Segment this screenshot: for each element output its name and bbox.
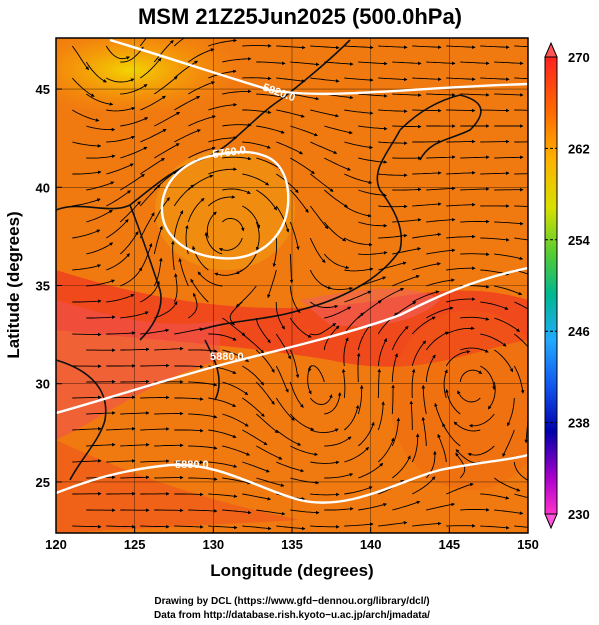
colorbar-tick-label: 246 (568, 324, 590, 339)
x-tick-label: 130 (202, 537, 224, 552)
colorbar-tick-label: 238 (568, 416, 590, 431)
y-tick-label: 40 (36, 180, 50, 195)
contour-5820 (109, 38, 528, 96)
y-tick-label: 30 (36, 377, 50, 392)
contour-5760 (160, 150, 290, 260)
colorbar-tick-label: 254 (568, 233, 590, 248)
credit-drawing: Drawing by DCL (https://www.gfd−dennou.o… (154, 596, 429, 607)
y-tick-label: 35 (36, 279, 50, 294)
y-tick-label: 45 (36, 82, 50, 97)
colorbar-tick-label: 270 (568, 50, 590, 65)
x-axis-label: Longitude (degrees) (210, 561, 373, 580)
credit-data: Data from http://database.rish.kyoto−u.a… (154, 610, 430, 621)
x-tick-label: 145 (438, 537, 460, 552)
wind-streamlines (71, 38, 528, 531)
contour-5880-mid (56, 266, 528, 415)
contour-label: 5880.0 (175, 459, 209, 471)
x-tick-label: 125 (124, 537, 146, 552)
height-contours (56, 38, 528, 504)
grid (56, 38, 528, 533)
colorbar-tick-label: 262 (568, 141, 590, 156)
x-tick-label: 135 (281, 537, 303, 552)
colorbar: 270 262 254 246 238 230 (544, 41, 590, 530)
contour-label: 5880.0 (210, 351, 244, 363)
y-axis: 25 30 35 40 45 (36, 82, 62, 490)
x-tick-label: 140 (360, 537, 382, 552)
x-tick-label: 150 (517, 537, 539, 552)
map-plot: 5880.0 5880.0 5820.0 5760.0 (56, 38, 528, 533)
x-axis: 120 125 130 135 140 145 150 (45, 527, 539, 552)
colorbar-max-arrow (544, 41, 558, 58)
colorbar-min-arrow (544, 513, 558, 530)
colorbar-tick-label: 230 (568, 507, 590, 522)
x-tick-label: 120 (45, 537, 67, 552)
y-tick-label: 25 (36, 475, 50, 490)
contour-label: 5760.0 (212, 144, 247, 161)
contour-5880-south (56, 453, 528, 504)
map-title: MSM 21Z25Jun2025 (500.0hPa) (138, 4, 462, 29)
y-axis-label: Latitude (degrees) (4, 211, 23, 358)
